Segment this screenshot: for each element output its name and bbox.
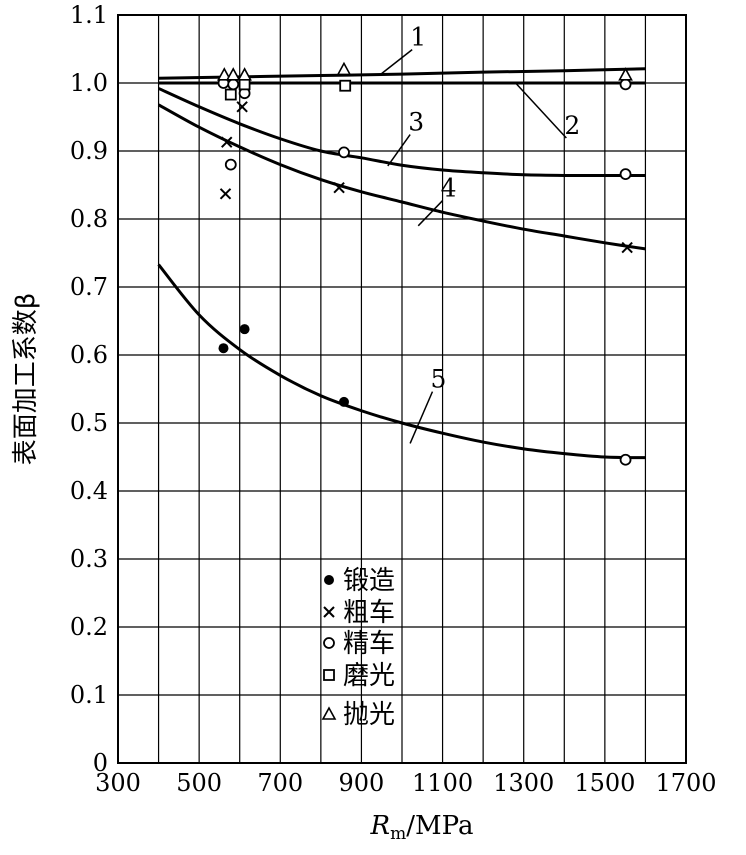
- legend-label: 精车: [343, 629, 395, 659]
- data-point-filled-circle: [239, 324, 250, 335]
- data-point-open-square: [224, 88, 237, 101]
- data-point-cross: [236, 101, 248, 113]
- x-tick-label: 1700: [655, 769, 716, 797]
- legend-symbol-open-circle: [323, 637, 335, 649]
- x-tick-label: 1500: [574, 769, 635, 797]
- x-tick-label: 300: [95, 769, 141, 797]
- legend-symbol-open-square: [323, 669, 335, 681]
- y-tick-label: 0.4: [70, 477, 108, 505]
- data-point-open-circle: [227, 78, 240, 91]
- legend-symbol-open-triangle: [321, 706, 337, 720]
- x-axis-label-subscript: m: [390, 824, 406, 844]
- legend-label: 抛光: [343, 700, 395, 730]
- tick-layer: 300 500 700 900 1100 1300 1500 1700 0 0.1 0.2 0.3 0.…: [70, 1, 717, 797]
- x-axis-label-unit: /MPa: [406, 811, 473, 841]
- curve-5: [157, 263, 646, 460]
- data-point-open-triangle: [618, 67, 633, 81]
- x-axis-label-symbol: R: [370, 811, 391, 841]
- cross-stroke: [621, 241, 633, 254]
- y-tick-label: 0.5: [70, 409, 108, 437]
- curve-label-leader: [387, 134, 411, 167]
- curve-label-4: 4: [441, 174, 457, 203]
- legend-symbol-filled-circle: [324, 575, 334, 585]
- cross-stroke: [323, 606, 335, 618]
- y-tick-label: 0.3: [70, 545, 108, 573]
- y-tick-label: 0.8: [70, 205, 108, 233]
- curve-label-5: 5: [431, 365, 447, 394]
- plot-frame: [117, 14, 687, 764]
- data-point-open-circle: [338, 146, 350, 159]
- y-tick-label: 1.1: [70, 1, 108, 29]
- data-point-open-circle: [224, 158, 237, 171]
- y-tick-label: 0.6: [70, 341, 108, 369]
- data-point-cross: [219, 188, 232, 200]
- data-point-open-circle: [619, 168, 632, 181]
- legend-label: 粗车: [343, 598, 395, 628]
- x-axis-label: Rm/MPa: [370, 811, 474, 844]
- x-tick-label: 1100: [412, 769, 473, 797]
- cross-stroke: [219, 188, 232, 200]
- data-point-cross: [221, 136, 233, 148]
- curve-label-1: 1: [410, 23, 426, 52]
- data-point-filled-circle: [338, 396, 349, 407]
- data-point-cross: [333, 182, 345, 194]
- curve-label-leader: [417, 200, 444, 227]
- y-tick-label: 0.9: [70, 137, 108, 165]
- curve-label-leader: [515, 82, 567, 139]
- y-axis-label: 表面加工系数β: [11, 293, 41, 466]
- y-tick-label: 0.2: [70, 613, 108, 641]
- cross-stroke: [221, 136, 233, 148]
- cross-stroke: [236, 101, 248, 113]
- data-point-open-triangle: [216, 67, 232, 81]
- y-tick-label: 1.0: [70, 69, 108, 97]
- data-point-filled-circle: [218, 343, 229, 354]
- data-point-open-circle: [619, 78, 632, 91]
- cross-stroke: [333, 182, 345, 194]
- legend-symbol-cross: [323, 606, 335, 618]
- data-point-open-triangle: [237, 67, 252, 81]
- x-tick-label: 1300: [493, 769, 554, 797]
- curve-label-leader: [381, 49, 413, 75]
- marker-layer: [216, 61, 633, 466]
- grid-layer: [118, 15, 686, 763]
- x-tick-label: 900: [339, 769, 385, 797]
- data-point-open-square: [238, 78, 251, 91]
- x-tick-label: 500: [176, 769, 222, 797]
- curve-label-leader: [409, 391, 434, 444]
- data-point-open-circle: [619, 453, 632, 466]
- curve-label-2: 2: [564, 111, 580, 140]
- y-tick-label: 0: [93, 749, 108, 777]
- y-tick-label: 0.7: [70, 273, 108, 301]
- legend-label: 磨光: [343, 661, 395, 691]
- legend-label: 锻造: [343, 566, 395, 596]
- data-point-cross: [621, 241, 633, 254]
- data-point-open-triangle: [336, 61, 352, 76]
- curve-4: [157, 103, 646, 251]
- x-tick-label: 700: [257, 769, 303, 797]
- y-tick-label: 0.1: [70, 681, 108, 709]
- curve-label-3: 3: [408, 108, 424, 137]
- data-point-open-triangle: [225, 67, 241, 81]
- data-point-open-square: [339, 79, 352, 92]
- curve-3: [157, 87, 646, 178]
